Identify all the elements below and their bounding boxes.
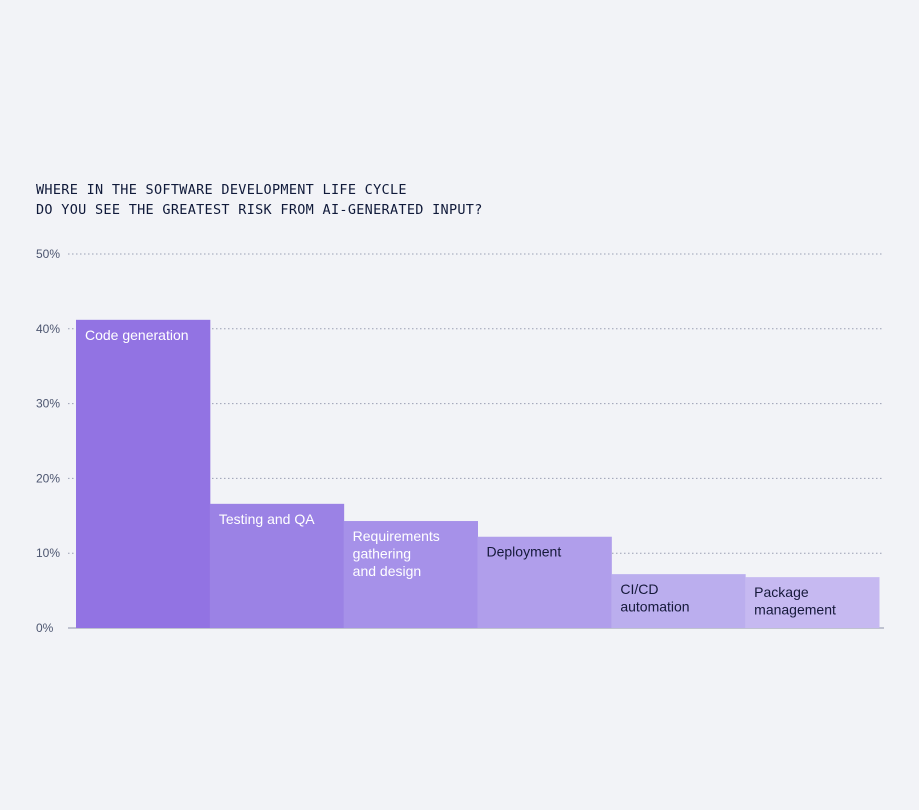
bar-label: Code generation <box>85 327 189 343</box>
y-tick-label: 20% <box>36 471 60 485</box>
y-tick-label: 50% <box>36 247 60 261</box>
bar-label-line: automation <box>620 599 689 615</box>
bar-label-line: Deployment <box>487 544 562 560</box>
bar-label-line: CI/CD <box>620 581 658 597</box>
bar-label: CI/CD automation <box>620 581 689 615</box>
bars <box>76 319 880 628</box>
bar-label-line: Requirements <box>353 528 440 544</box>
bar-deployment <box>477 536 612 628</box>
y-tick-label: 40% <box>36 322 60 336</box>
y-tick-label: 30% <box>36 397 60 411</box>
bar-labels: Code generation Testing and QA Requirement… <box>85 327 836 618</box>
chart-title: WHERE IN THE SOFTWARE DEVELOPMENT LIFE C… <box>36 180 483 220</box>
bar-label: Package management <box>754 584 836 618</box>
bar-testing-and-qa <box>209 503 345 628</box>
bar-label: Deployment <box>487 544 562 560</box>
bar-ci-cd-automation <box>611 574 746 628</box>
bar-label-line: management <box>754 602 836 618</box>
bar-label-line: Package <box>754 584 809 600</box>
bar-label: Requirements gathering and design <box>353 528 440 579</box>
bar-code-generation <box>76 319 211 628</box>
chart-title-line-2: DO YOU SEE THE GREATEST RISK FROM AI-GEN… <box>36 202 483 218</box>
bar-package-management <box>745 577 880 628</box>
bar-label: Testing and QA <box>219 511 315 527</box>
y-tick-label: 10% <box>36 546 60 560</box>
bar-label-line: gathering <box>353 546 411 562</box>
chart-title-line-1: WHERE IN THE SOFTWARE DEVELOPMENT LIFE C… <box>36 182 407 198</box>
bar-requirements-gathering-and-design <box>343 521 478 628</box>
y-axis-ticks: 0% 10% 20% 30% 40% 50% <box>36 247 60 635</box>
bar-label-line: and design <box>353 563 422 579</box>
y-tick-label: 0% <box>36 621 54 635</box>
bar-label-line: Code generation <box>85 327 189 343</box>
bar-label-line: Testing and QA <box>219 511 315 527</box>
